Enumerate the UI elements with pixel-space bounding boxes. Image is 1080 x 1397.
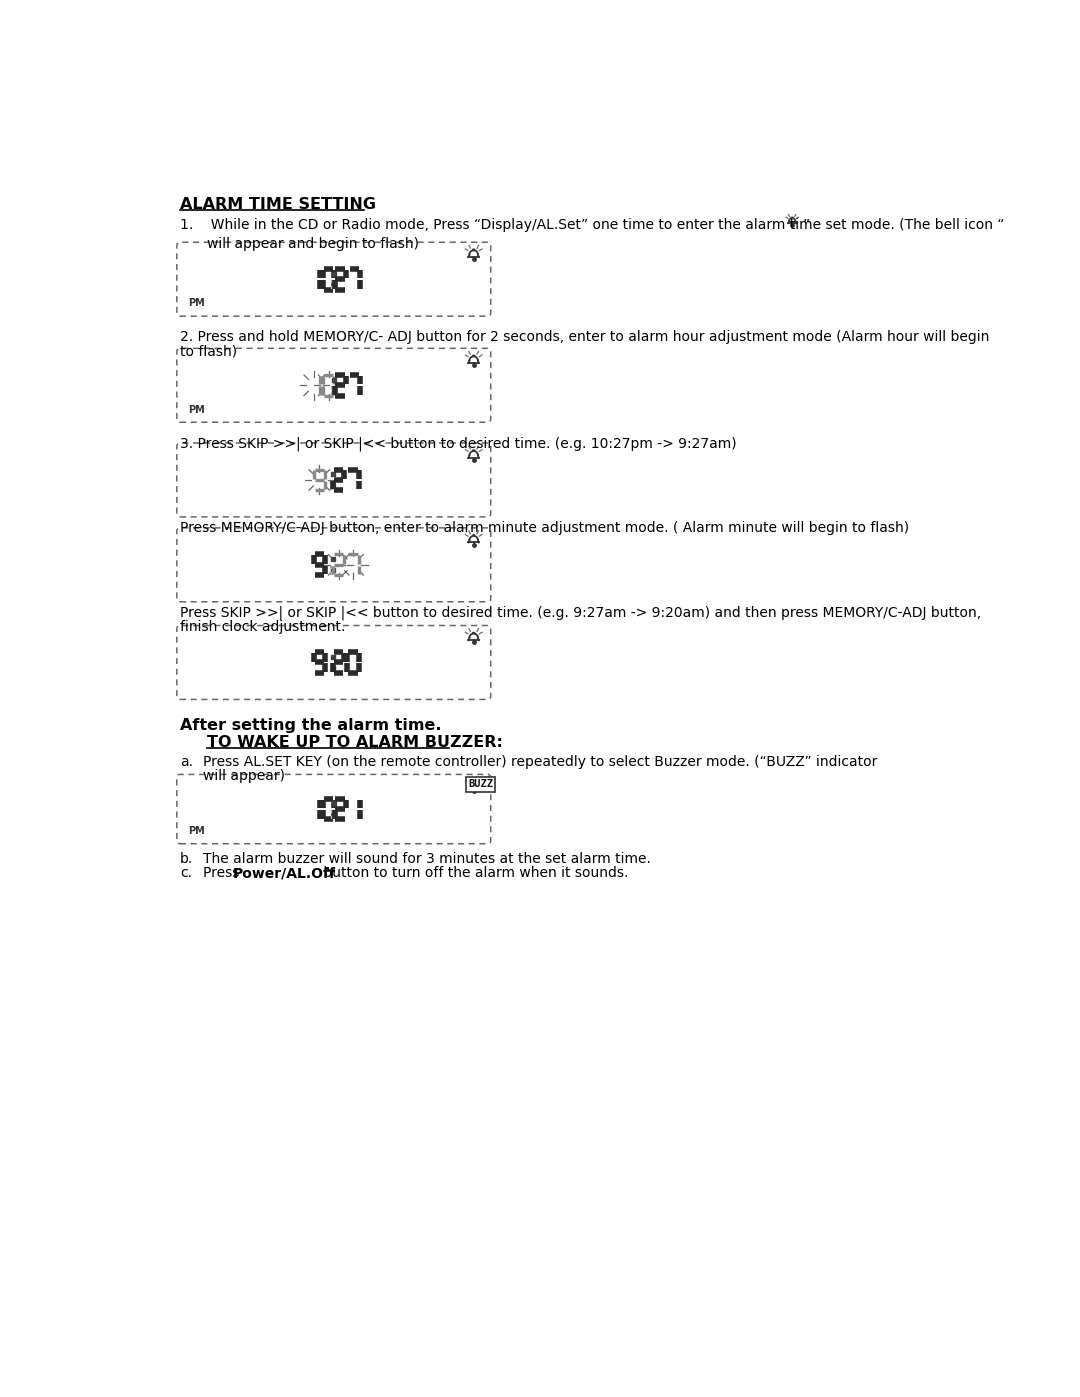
Text: PM: PM: [188, 299, 204, 309]
Text: TO WAKE UP TO ALARM BUZZER:: TO WAKE UP TO ALARM BUZZER:: [207, 735, 503, 750]
Text: Press MEMORY/C-ADJ button, enter to alarm minute adjustment mode. ( Alarm minute: Press MEMORY/C-ADJ button, enter to alar…: [180, 521, 909, 535]
Text: will appear and begin to flash): will appear and begin to flash): [207, 236, 419, 251]
Text: button to turn off the alarm when it sounds.: button to turn off the alarm when it sou…: [320, 866, 629, 880]
Text: 3. Press SKIP >>| or SKIP |<< button to desired time. (e.g. 10:27pm -> 9:27am): 3. Press SKIP >>| or SKIP |<< button to …: [180, 436, 737, 451]
Text: Press AL.SET KEY (on the remote controller) repeatedly to select Buzzer mode. (“: Press AL.SET KEY (on the remote controll…: [203, 754, 878, 768]
Text: Power/AL.Off: Power/AL.Off: [232, 866, 336, 880]
Text: Press SKIP >>| or SKIP |<< button to desired time. (e.g. 9:27am -> 9:20am) and t: Press SKIP >>| or SKIP |<< button to des…: [180, 606, 981, 620]
FancyBboxPatch shape: [177, 242, 490, 316]
Text: PM: PM: [188, 405, 204, 415]
Text: to flash): to flash): [180, 344, 238, 358]
FancyBboxPatch shape: [177, 774, 490, 844]
Text: PM: PM: [188, 826, 204, 835]
Text: will appear): will appear): [203, 768, 285, 782]
FancyBboxPatch shape: [177, 528, 490, 602]
Text: c.: c.: [180, 866, 192, 880]
Text: Press: Press: [203, 866, 244, 880]
Text: b.: b.: [180, 852, 193, 866]
FancyBboxPatch shape: [177, 626, 490, 700]
Text: BUZZ: BUZZ: [469, 780, 494, 789]
Text: ”: ”: [804, 218, 810, 232]
Text: After setting the alarm time.: After setting the alarm time.: [180, 718, 442, 733]
Text: finish clock adjustment.: finish clock adjustment.: [180, 620, 346, 634]
FancyBboxPatch shape: [177, 348, 490, 422]
Text: a.: a.: [180, 754, 193, 768]
FancyBboxPatch shape: [177, 443, 490, 517]
Text: 2. Press and hold MEMORY/C- ADJ button for 2 seconds, enter to alarm hour adjust: 2. Press and hold MEMORY/C- ADJ button f…: [180, 330, 989, 344]
Text: The alarm buzzer will sound for 3 minutes at the set alarm time.: The alarm buzzer will sound for 3 minute…: [203, 852, 651, 866]
Text: 1.    While in the CD or Radio mode, Press “Display/AL.Set” one time to enter th: 1. While in the CD or Radio mode, Press …: [180, 218, 1004, 232]
Text: ALARM TIME SETTING: ALARM TIME SETTING: [180, 197, 376, 212]
